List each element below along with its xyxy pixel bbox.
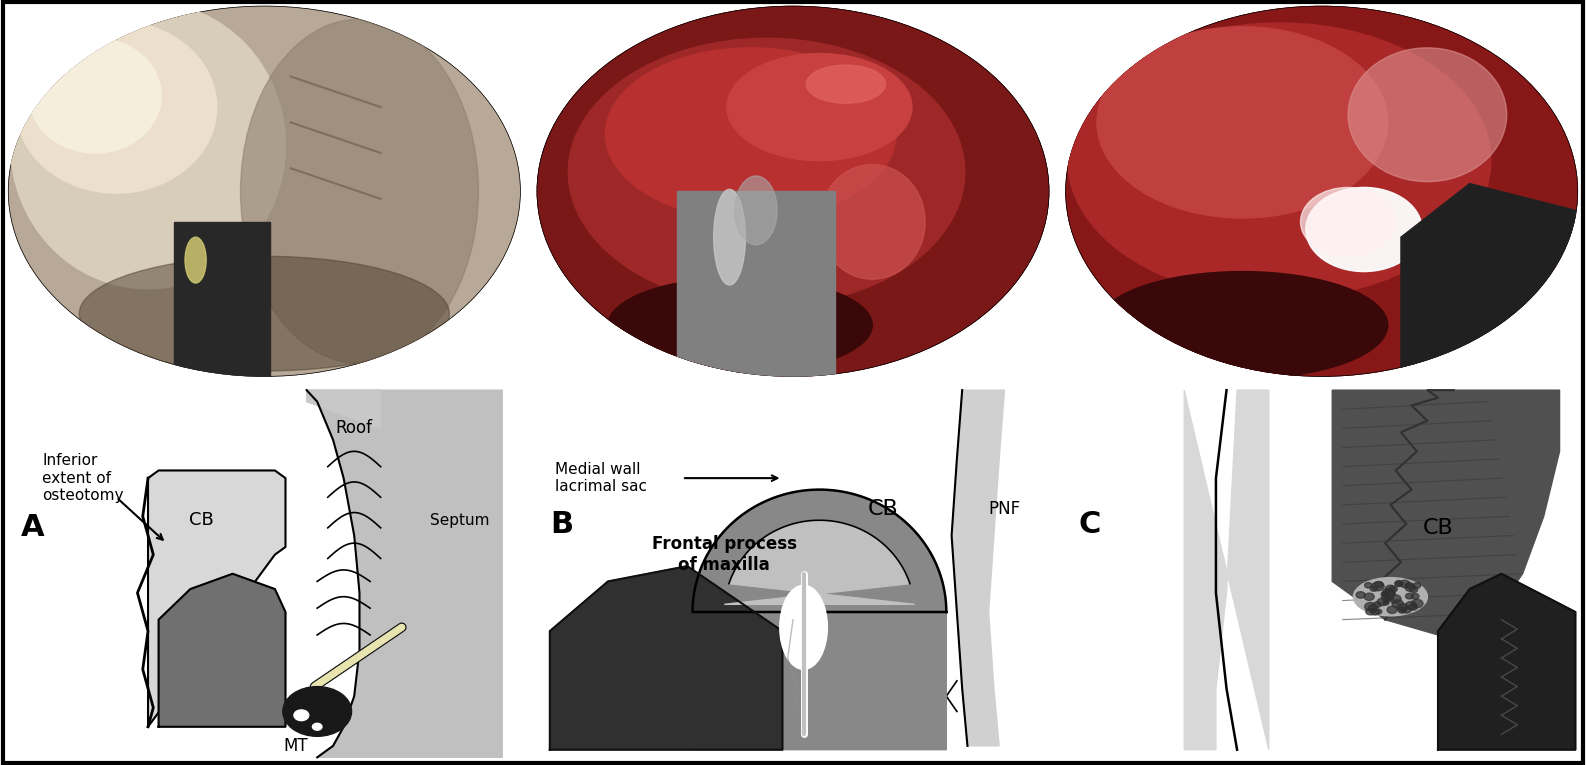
Circle shape [1369,604,1378,611]
Circle shape [1405,594,1413,599]
Polygon shape [306,390,381,428]
Ellipse shape [820,164,925,279]
Polygon shape [1439,574,1575,750]
Circle shape [1399,607,1405,614]
Text: A: A [21,513,44,542]
Circle shape [1383,588,1394,597]
Circle shape [1396,581,1404,587]
Circle shape [1412,599,1423,607]
Circle shape [1383,601,1389,605]
Bar [677,191,836,382]
Text: Frontal process
of maxilla: Frontal process of maxilla [652,536,796,574]
Circle shape [1364,603,1377,610]
Circle shape [1397,604,1408,611]
Ellipse shape [1098,272,1388,379]
Circle shape [8,6,520,377]
Ellipse shape [16,21,217,194]
Ellipse shape [1348,48,1507,182]
Circle shape [1366,608,1375,615]
Text: PNF: PNF [988,500,1020,518]
Text: Inferior
extent of
osteotomy: Inferior extent of osteotomy [43,453,124,503]
Ellipse shape [1067,23,1491,298]
Polygon shape [1400,184,1575,382]
Circle shape [1375,581,1383,588]
Text: CB: CB [868,499,898,519]
Circle shape [1364,593,1373,601]
Circle shape [1375,609,1381,614]
Polygon shape [147,470,285,727]
Circle shape [312,724,322,730]
Ellipse shape [241,19,479,363]
Circle shape [1402,606,1412,613]
Circle shape [1410,587,1418,593]
Ellipse shape [1353,578,1427,616]
Polygon shape [1185,390,1269,750]
Ellipse shape [1301,187,1396,256]
Ellipse shape [186,237,206,283]
Ellipse shape [1098,27,1388,218]
Ellipse shape [726,54,912,161]
Circle shape [1385,589,1396,597]
Ellipse shape [714,190,745,285]
Circle shape [1370,586,1378,591]
Text: Septum: Septum [430,513,490,528]
Circle shape [1383,597,1389,602]
Polygon shape [159,574,285,727]
Circle shape [1373,602,1381,607]
Polygon shape [550,566,782,750]
Ellipse shape [1305,187,1423,272]
Circle shape [282,687,352,736]
Circle shape [536,388,1050,759]
Circle shape [1381,594,1391,601]
Ellipse shape [568,38,964,306]
Circle shape [1386,585,1396,592]
Circle shape [1364,583,1372,588]
Circle shape [1389,594,1400,603]
Circle shape [1400,580,1410,588]
Circle shape [1386,595,1394,601]
Bar [174,222,270,382]
Circle shape [1389,586,1397,592]
Polygon shape [693,490,947,750]
Text: CB: CB [189,511,213,529]
Circle shape [293,710,309,721]
Circle shape [1412,594,1419,599]
Circle shape [1372,582,1385,591]
Polygon shape [306,390,503,757]
Circle shape [1393,600,1404,608]
Ellipse shape [29,38,162,153]
Text: C: C [1078,509,1101,539]
Circle shape [8,388,520,759]
Text: CB: CB [1423,518,1453,538]
Circle shape [1394,581,1402,587]
Ellipse shape [780,585,828,669]
Circle shape [1408,604,1418,610]
Circle shape [1370,609,1380,615]
Ellipse shape [734,176,777,245]
Ellipse shape [607,278,872,373]
Polygon shape [1332,390,1559,635]
Circle shape [1066,388,1578,759]
Ellipse shape [806,65,885,103]
Circle shape [1405,582,1413,588]
Circle shape [1381,592,1388,597]
Ellipse shape [79,256,449,371]
Polygon shape [952,390,1004,746]
Circle shape [1413,583,1421,588]
Polygon shape [725,520,915,604]
Circle shape [1066,6,1578,377]
Circle shape [1405,601,1416,610]
Ellipse shape [11,2,285,289]
Circle shape [1356,591,1366,598]
Text: Roof: Roof [336,419,373,438]
Text: Medial wall
lacrimal sac: Medial wall lacrimal sac [555,462,647,494]
Circle shape [536,6,1050,377]
Ellipse shape [606,48,896,220]
Circle shape [1405,584,1415,591]
Text: MT: MT [284,737,308,755]
Circle shape [1388,606,1397,614]
Circle shape [1377,598,1388,606]
Text: B: B [550,509,573,539]
